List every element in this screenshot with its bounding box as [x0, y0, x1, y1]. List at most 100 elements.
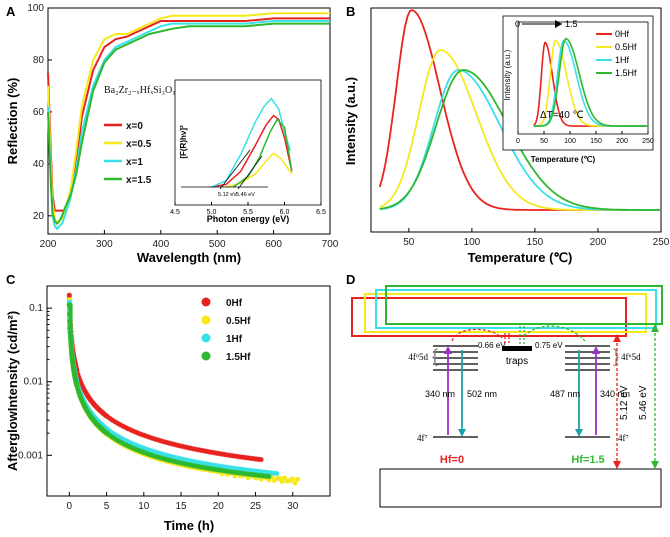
panel-a-inset-x-tick-label: 6.0	[280, 209, 290, 216]
panel-a-inset-x-tick-label: 5.0	[207, 209, 217, 216]
panel-a-y-axis-title: Reflection (%)	[5, 78, 20, 165]
panel-b-inset: 0 50 100 150 200 250 0 1.5 ΔT=40 ℃ Temperatur…	[502, 15, 654, 164]
panel-b-x-tick-label: 50	[403, 237, 415, 248]
panel-b-inset-axes: 0 50 100 150 200 250	[516, 21, 654, 145]
panel-a-y-tick-label: 100	[27, 3, 44, 14]
bandgap-hf15-label: 5.46 eV	[638, 385, 649, 420]
panel-c-legend-label: 0.5Hf	[226, 316, 251, 327]
panel-c-x-tick-label: 15	[175, 501, 187, 512]
panel-a-legend-label: x=0	[126, 121, 143, 132]
panel-a-series-x=1.5	[47, 22, 330, 226]
panel-b-inset-x-tick-label: 250	[642, 138, 654, 145]
panel-c-point-0.5Hf	[279, 478, 285, 485]
panel-c-legend-marker	[201, 315, 211, 325]
hf15-label: Hf=1.5	[571, 454, 604, 466]
panel-letter-d: D	[346, 272, 355, 287]
panel-c-point-0.5Hf	[292, 480, 298, 486]
bandgap-hf0-label: 5.12 eV	[619, 385, 630, 420]
panel-a-inset-x-tick-label: 6.5	[316, 209, 326, 216]
left-5d-levels	[433, 345, 478, 371]
left-trap-path-red	[451, 328, 503, 342]
panel-c-point-1Hf	[274, 470, 280, 477]
panel-c-x-axis-title: Time (h)	[164, 518, 214, 533]
panel-b-inset-arrow-head	[555, 20, 562, 28]
panel-letter-c: C	[6, 272, 16, 287]
panel-a-x-tick-label: 700	[322, 239, 339, 250]
panel-a-inset-annotation-1: 5.12 eV	[218, 192, 237, 198]
panel-b-x-tick-label: 250	[653, 237, 670, 248]
panel-c-x-tick-label: 20	[213, 501, 225, 512]
panel-b-x-tick-label: 150	[527, 237, 544, 248]
panel-a-inset-ticks: 4.5 5.0 5.5 6.0 6.5	[170, 202, 326, 216]
panel-c-point-1.5Hf	[266, 473, 272, 480]
panel-a-legend: x=0 x=0.5 x=1 x=1.5	[104, 121, 152, 186]
panel-a-inset-annotation-2: 5.46 eV	[236, 192, 255, 198]
left-brace: {	[432, 346, 438, 366]
panel-c-legend-label: 1.5Hf	[226, 352, 251, 363]
panel-c-y-tick-label: 0.1	[29, 303, 43, 314]
panel-c-y-axis-title: AfterglowIntensity (cd/m²)	[5, 311, 20, 471]
panel-a-inset: 4.5 5.0 5.5 6.0 6.5 5.12 eV 5.46 eV Photon e…	[170, 79, 326, 224]
panel-c-legend-marker	[201, 351, 211, 361]
panel-a-y-tick-label: 80	[33, 55, 45, 66]
panel-a-reflection-chart: 200 300 400 500 600 700 20 40 60 80 100 Wavelength…	[5, 3, 339, 265]
panel-b-inset-x-tick-label: 200	[616, 138, 628, 145]
trap-depth-right: 0.75 eV	[535, 341, 563, 350]
panel-b-legend-label: 1.5Hf	[615, 68, 637, 78]
panel-c-point-1.5Hf	[68, 302, 73, 308]
panel-a-legend-title: Ba₂Zr₂₋ₓHfₓSi₃O₁₂	[104, 85, 179, 96]
panel-a-inset-x-tick-label: 5.5	[243, 209, 253, 216]
left-5d-label: 4f⁶5d	[408, 352, 428, 362]
panel-b-inset-x-tick-label: 50	[540, 138, 548, 145]
panel-b-inset-series-1.5Hf	[533, 37, 648, 127]
panel-c-series	[66, 292, 301, 486]
panel-a-inset-series	[211, 97, 293, 188]
panel-b-inset-y-title: Intensity (a.u.)	[503, 49, 512, 100]
right-5d-levels	[565, 345, 610, 371]
panel-b-legend-label: 1Hf	[615, 55, 630, 65]
panel-c-point-0Hf	[258, 456, 264, 463]
panel-a-x-tick-label: 600	[265, 239, 282, 250]
panel-c-point-1.5Hf	[68, 325, 73, 330]
panel-letter-a: A	[6, 4, 16, 19]
right-brace: }	[613, 346, 619, 366]
panel-a-x-tick-label: 400	[152, 239, 169, 250]
panel-c-legend-marker	[201, 297, 211, 307]
panel-b-inset-legend: 0Hf 0.5Hf 1Hf 1.5Hf	[596, 29, 637, 78]
panel-a-inset-tangent-2	[237, 155, 263, 190]
conduction-band-hf15	[385, 285, 663, 325]
panel-a-series	[47, 12, 330, 231]
panel-a-y-tick-label: 60	[33, 107, 45, 118]
left-excite-wavelength: 340 nm	[425, 389, 455, 399]
panel-c-point-1.5Hf	[68, 336, 73, 341]
panel-b-ticks: 50 100 150 200 250	[403, 228, 670, 248]
panel-a-x-tick-label: 500	[209, 239, 226, 250]
panel-b-x-tick-label: 100	[464, 237, 481, 248]
panel-a-inset-x-title: Photon energy (eV)	[207, 214, 290, 224]
trap-level	[502, 346, 532, 351]
right-trap-path-green	[523, 325, 586, 342]
trap-label: traps	[506, 356, 528, 367]
panel-a-inset-y-title: [F(R)hν]²	[179, 125, 188, 159]
panel-b-plot-frame	[370, 7, 662, 233]
panel-b-inset-plot-frame	[517, 21, 649, 135]
panel-a-inset-x-tick-label: 4.5	[170, 209, 180, 216]
conduction-band-hf1	[375, 289, 657, 329]
right-ground-label: 4f⁷	[618, 433, 629, 443]
panel-c-plot-frame	[46, 285, 331, 497]
panel-b-x-axis-title: Temperature (℃)	[468, 250, 573, 265]
panel-b-inset-arrow-start: 0	[515, 19, 520, 29]
panel-a-x-tick-label: 200	[40, 239, 57, 250]
panel-a-series-x=0	[47, 17, 330, 212]
panel-c-point-0.5Hf	[294, 476, 301, 482]
panel-a-series-x=1	[47, 20, 330, 231]
panel-c-legend-marker	[201, 333, 211, 343]
panel-b-y-axis-title: Intensity (a.u.)	[343, 77, 358, 165]
conduction-band-hf05	[364, 293, 647, 333]
panel-c-x-tick-label: 5	[104, 501, 110, 512]
panel-c-y-tick-label: 0.01	[24, 377, 44, 388]
panel-c-x-tick-label: 0	[67, 501, 73, 512]
right-excite-wavelength: 340 nm	[600, 389, 630, 399]
panel-c-x-tick-label: 25	[250, 501, 262, 512]
